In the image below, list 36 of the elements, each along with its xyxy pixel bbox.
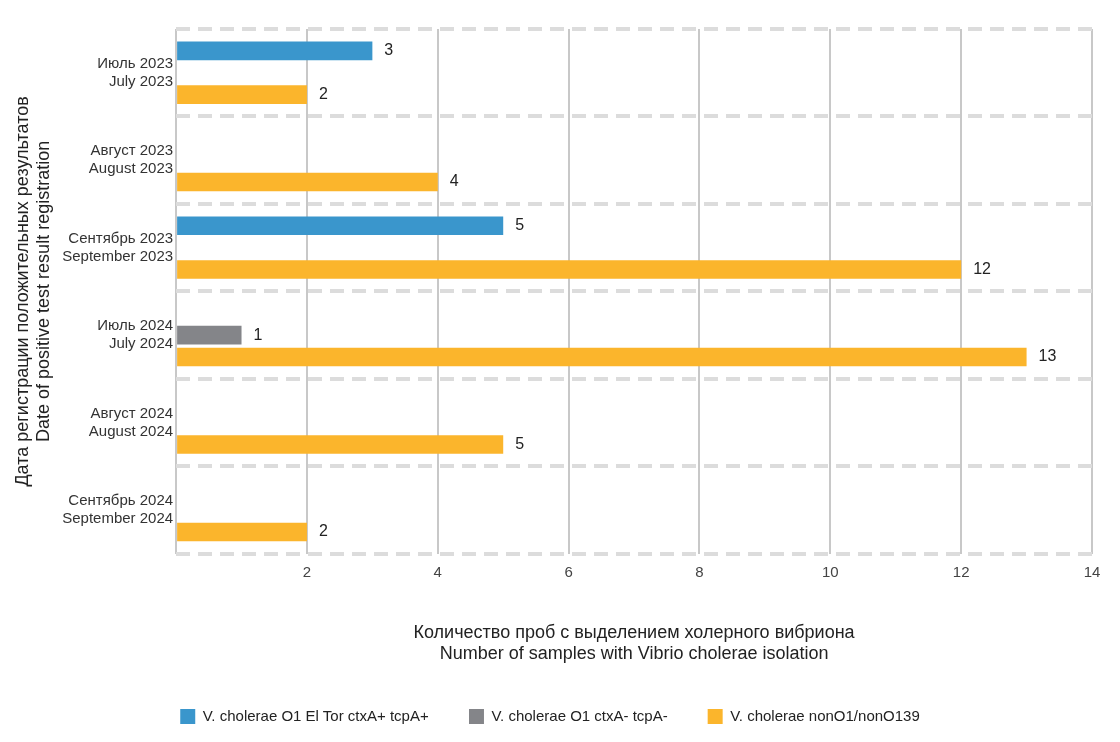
bar: [177, 41, 373, 61]
bar: [177, 435, 504, 454]
bar: [177, 325, 242, 345]
bar: [177, 172, 438, 192]
bar: [177, 347, 1027, 367]
bar: [177, 522, 307, 542]
x-tick-label: 4: [433, 562, 442, 580]
y-tick-label: Июль 2024 July 2024: [97, 316, 174, 352]
bar: [177, 85, 307, 104]
x-tick-label: 2: [302, 562, 312, 580]
y-tick-label: Июль 2023 July 2023: [97, 53, 174, 89]
y-tick-label: Август 2023 August 2023: [88, 141, 174, 177]
y-tick-label: Август 2024 August 2024: [88, 403, 174, 439]
data-label: 2: [318, 522, 328, 540]
data-label: 2: [318, 85, 328, 103]
data-label: 13: [1038, 347, 1057, 365]
y-tick-label: Сентябрь 2023 September 2023: [62, 228, 174, 264]
x-axis-title: Количество проб с выделением холерного вибриона Number of samples with Vibrio cholerae isolation: [413, 621, 856, 664]
x-tick-label: 10: [821, 562, 839, 580]
y-axis-title: Дата регистрации положительных результатов Date of positive test result registration: [11, 96, 54, 487]
x-tick-label: 8: [695, 562, 704, 580]
y-tick-label: Сентябрь 2024 September 2024: [62, 491, 174, 527]
data-label: 1: [253, 325, 263, 343]
data-label: 5: [515, 216, 525, 234]
legend-label: V. cholerae O1 ctxA- tcpA-: [491, 706, 668, 724]
x-tick-label: 14: [1083, 562, 1101, 580]
data-label: 4: [449, 172, 459, 190]
x-tick-label: 6: [564, 562, 573, 580]
bar: [177, 216, 504, 236]
x-tick-label: 12: [952, 562, 970, 580]
legend-label: V. cholerae O1 El Tor ctxA+ tcpA+: [202, 706, 429, 724]
data-label: 12: [973, 259, 992, 277]
bar: [177, 260, 962, 279]
legend-label: V. cholerae nonO1/nonO139: [730, 706, 920, 724]
data-label: 3: [384, 41, 394, 59]
data-label: 5: [515, 434, 525, 452]
